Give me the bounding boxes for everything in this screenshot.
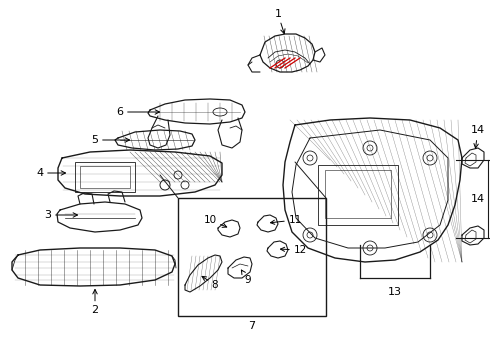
Text: 9: 9	[242, 270, 251, 285]
Bar	[75, 162, 135, 192]
Text: 1: 1	[274, 9, 285, 33]
Bar	[325, 170, 391, 218]
Text: 13: 13	[388, 287, 402, 297]
Text: 4: 4	[36, 168, 66, 178]
Text: 11: 11	[270, 215, 302, 225]
Text: 6: 6	[117, 107, 160, 117]
Text: 10: 10	[203, 215, 227, 228]
Bar	[318, 165, 398, 225]
Text: 2: 2	[92, 289, 98, 315]
Text: 3: 3	[45, 210, 77, 220]
Bar	[178, 198, 326, 316]
Text: 5: 5	[92, 135, 129, 145]
Bar	[80, 166, 130, 188]
Text: 8: 8	[202, 276, 219, 290]
Text: 7: 7	[248, 321, 256, 331]
Text: 12: 12	[280, 245, 307, 255]
Text: 14: 14	[471, 194, 485, 204]
Text: 14: 14	[471, 125, 485, 148]
